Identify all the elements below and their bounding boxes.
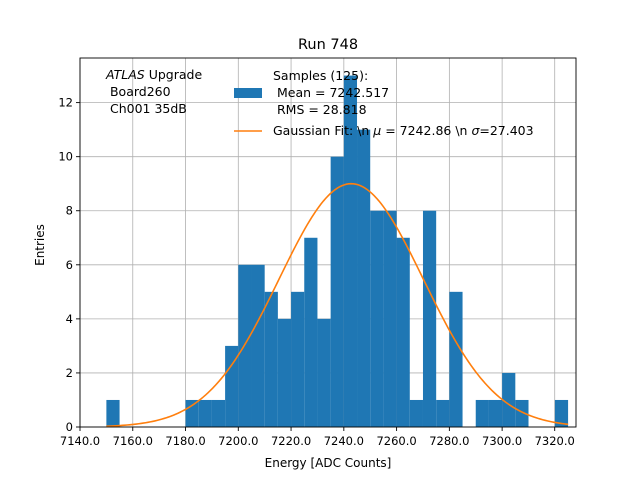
histogram-bar (515, 399, 529, 427)
x-axis-label: Energy [ADC Counts] (265, 456, 392, 470)
annotation-line-1: ATLAS Upgrade (105, 67, 202, 82)
histogram-bar (396, 237, 410, 427)
histogram-bar (343, 75, 358, 428)
annotation-line-2: Board260 (106, 84, 171, 99)
x-tick-label: 7240.0 (324, 434, 364, 448)
annotation-line-3: Ch001 35dB (106, 101, 187, 116)
x-tick-label: 7320.0 (535, 434, 575, 448)
x-axis-ticks: 7140.0 7160.0 7180.0 7200.0 7220.0 7240.0 7260… (60, 427, 575, 448)
x-tick-label: 7280.0 (429, 434, 469, 448)
histogram-bar (554, 399, 569, 427)
histogram-bar (211, 399, 226, 427)
fit-curve-line (106, 182, 569, 428)
histogram-bar (304, 237, 318, 427)
histogram-bars (106, 75, 569, 428)
x-tick-label: 7220.0 (271, 434, 311, 448)
legend-hist-line-3: RMS = 28.818 (273, 102, 367, 117)
histogram-bar (383, 210, 397, 427)
y-tick-label: 2 (66, 366, 73, 380)
chart-title: Run 748 (298, 37, 358, 53)
x-tick-label: 7260.0 (376, 434, 416, 448)
y-tick-label: 10 (58, 150, 73, 164)
histogram-bar (409, 399, 423, 427)
histogram-bar (106, 399, 120, 427)
legend: Samples (125): Mean = 7242.517 RMS = 28.… (234, 68, 534, 138)
y-tick-label: 4 (66, 312, 73, 326)
y-tick-label: 0 (66, 420, 73, 434)
histogram-bar (277, 318, 292, 427)
annotation-upgrade: Upgrade (145, 67, 203, 82)
legend-fit-label: Gaussian Fit: \n μ = 7242.86 \n σ=27.403 (273, 123, 534, 138)
y-tick-label: 12 (58, 96, 73, 110)
annotation-box: ATLAS Upgrade Board260 Ch001 35dB (105, 67, 202, 116)
histogram-bar (357, 129, 371, 427)
histogram-bar (291, 291, 305, 427)
x-tick-label: 7180.0 (165, 434, 205, 448)
histogram-bar (317, 318, 331, 427)
histogram-bar (436, 399, 450, 427)
histogram-bar (264, 291, 278, 427)
histogram-bar (488, 399, 503, 427)
annotation-atlas: ATLAS (105, 67, 145, 82)
legend-hist-line-1: Samples (125): (273, 68, 368, 83)
x-tick-label: 7300.0 (482, 434, 522, 448)
histogram-bar (449, 291, 463, 427)
y-tick-label: 8 (66, 204, 73, 218)
histogram-bar (422, 210, 437, 427)
histogram-bar (185, 399, 199, 427)
x-tick-label: 7160.0 (113, 434, 153, 448)
gaussian-fit-curve (106, 182, 569, 428)
histogram-bar (370, 210, 384, 427)
axes-frame (79, 57, 577, 428)
legend-hist-line-2: Mean = 7242.517 (273, 85, 389, 100)
legend-hist-swatch (234, 88, 262, 98)
histogram-bar (475, 399, 489, 427)
histogram-bar (225, 345, 239, 427)
histogram-bar (251, 264, 265, 427)
x-tick-label: 7200.0 (218, 434, 258, 448)
plot-frame (79, 57, 577, 428)
y-axis-label: Entries (33, 224, 47, 266)
y-axis-ticks: 0 2 4 6 8 10 12 (58, 96, 80, 434)
histogram-bar (502, 372, 516, 427)
y-tick-label: 6 (66, 258, 73, 272)
x-tick-label: 7140.0 (60, 434, 100, 448)
histogram-bar (198, 399, 212, 427)
histogram-bar (330, 156, 344, 427)
